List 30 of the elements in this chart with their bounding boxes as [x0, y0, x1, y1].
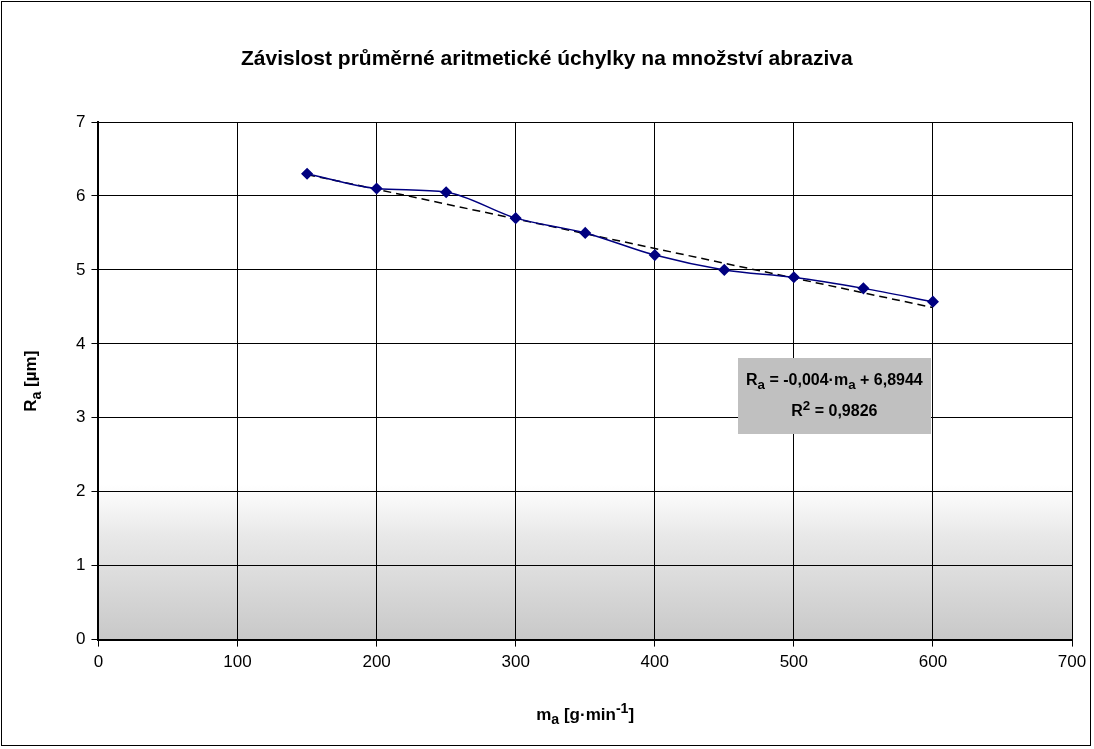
- y-tick-label: 7: [75, 111, 86, 131]
- y-tick-label: 5: [75, 259, 86, 279]
- y-tick-label: 0: [75, 629, 86, 649]
- point: [857, 282, 870, 295]
- x-tick-label: 500: [779, 652, 809, 672]
- x-tick-label: 600: [918, 652, 948, 672]
- point: [579, 227, 591, 239]
- point: [301, 168, 313, 180]
- point: [370, 182, 383, 195]
- y-tick-label: 1: [75, 555, 86, 575]
- y-tick-label: 3: [75, 407, 86, 427]
- annotation: R$^{2}$ = 0,9826: [791, 397, 878, 420]
- x-tick-label: 200: [362, 652, 391, 672]
- annotation: R$_{a}$ = -0,004·m$_{a}$ + 6,8944: [746, 371, 923, 393]
- x-tick-label: 100: [223, 652, 252, 672]
- x-tick-label: 700: [1057, 652, 1087, 672]
- x-tick-label: 0: [93, 652, 104, 672]
- point: [927, 295, 939, 308]
- y-tick-label: 6: [75, 185, 86, 205]
- x-tick-label: 300: [501, 652, 530, 672]
- point: [718, 264, 731, 276]
- y-tick-label: 2: [75, 481, 86, 501]
- chart-title: Závislost průměrné aritmetické úchylky na množství abraziva: [241, 46, 853, 70]
- point: [788, 271, 800, 284]
- point: [649, 249, 661, 261]
- x-axis-title: m$_{a}$ [g·min$^{-1}$]: [536, 699, 635, 727]
- point: [440, 186, 452, 198]
- y-tick-label: 4: [75, 333, 86, 353]
- x-tick-label: 400: [640, 652, 669, 672]
- point: [509, 212, 522, 224]
